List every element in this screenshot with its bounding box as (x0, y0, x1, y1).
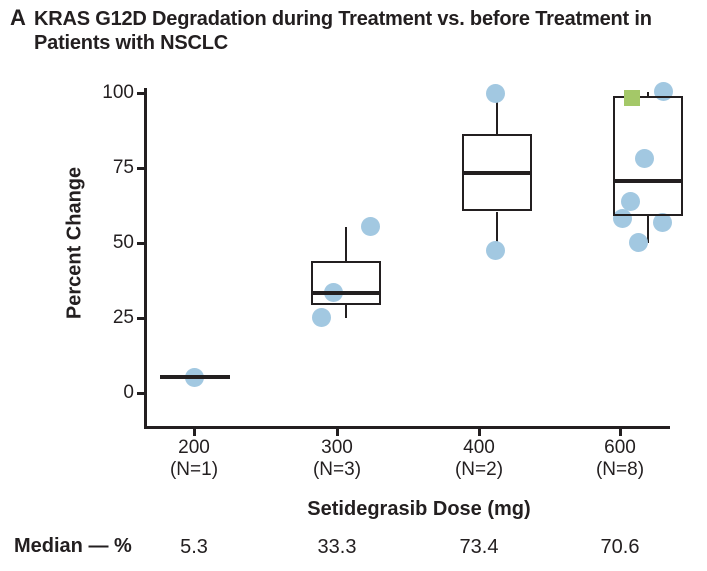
lower-whisker (495, 211, 499, 251)
y-tick (137, 92, 145, 95)
x-tick-dose-label: 300 (321, 437, 353, 458)
data-point-circle (311, 307, 331, 327)
lower-whisker (646, 216, 650, 243)
x-tick (336, 428, 339, 436)
median-value: 70.6 (600, 536, 640, 558)
data-point-circle (620, 192, 640, 212)
upper-whisker (646, 91, 650, 96)
y-tick-label: 0 (123, 382, 134, 403)
y-tick (137, 242, 145, 245)
data-point-circle (485, 240, 505, 260)
upper-whisker (495, 93, 499, 134)
lower-whisker (344, 305, 348, 318)
x-tick-n-label: (N=1) (169, 459, 219, 480)
y-tick-label: 75 (112, 157, 134, 178)
y-tick-label: 100 (102, 82, 134, 103)
median-line (462, 170, 532, 175)
upper-whisker (344, 226, 348, 261)
data-point-square (624, 89, 640, 106)
x-tick (619, 428, 622, 436)
figure-title-line2: Patients with NSCLC (34, 32, 228, 54)
median-value: 73.4 (459, 536, 499, 558)
x-axis-title: Setidegrasib Dose (mg) (307, 498, 531, 520)
data-point-circle (634, 148, 654, 168)
median-line (613, 179, 683, 184)
median-value: 5.3 (180, 536, 208, 558)
figure-title: KRAS G12D Degradation during Treatment v… (34, 7, 652, 55)
y-axis-line (144, 88, 147, 428)
data-point-circle (612, 208, 632, 228)
x-tick-dose-label: 400 (463, 437, 495, 458)
data-point-circle (360, 217, 380, 236)
y-tick (137, 317, 145, 320)
x-tick-dose-label: 200 (178, 437, 210, 458)
y-tick (137, 167, 145, 170)
x-tick-n-label: (N=8) (595, 459, 645, 480)
data-point-circle (485, 84, 505, 104)
y-tick (137, 392, 145, 395)
y-tick-label: 50 (112, 232, 134, 253)
x-tick-n-label: (N=3) (312, 459, 362, 480)
data-point-circle (628, 232, 648, 252)
figure-title-line1: KRAS G12D Degradation during Treatment v… (34, 8, 652, 30)
median-line (160, 375, 230, 380)
x-tick (193, 428, 196, 436)
x-axis-line (144, 426, 670, 429)
panel-label: A (10, 5, 26, 30)
box (613, 96, 683, 216)
x-tick-dose-label: 600 (604, 437, 636, 458)
x-tick (478, 428, 481, 436)
box (311, 260, 381, 306)
data-point-circle (652, 212, 672, 232)
y-tick-label: 25 (112, 307, 134, 328)
x-tick-n-label: (N=2) (454, 459, 504, 480)
median-line (311, 291, 381, 296)
median-row-label: Median — % (14, 535, 132, 557)
median-value: 33.3 (317, 536, 357, 558)
